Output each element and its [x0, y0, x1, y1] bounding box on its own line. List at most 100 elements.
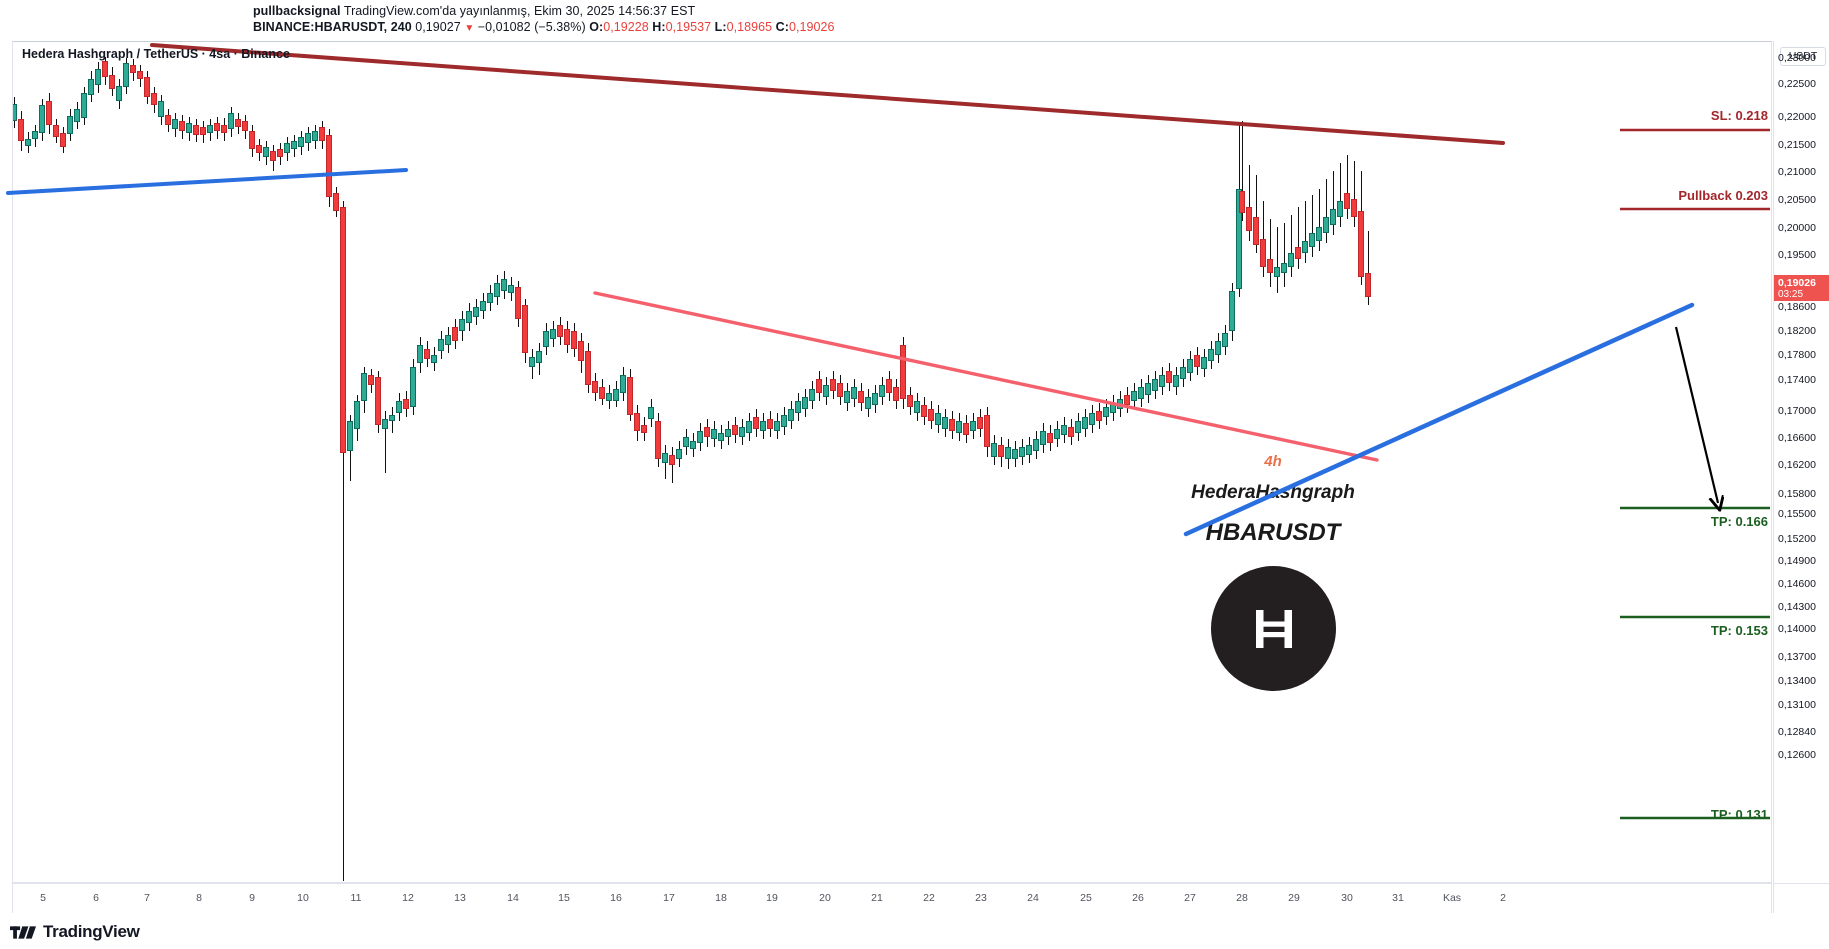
change-percent: (−5.38%): [534, 20, 586, 34]
tradingview-brand: TradingView: [43, 922, 140, 941]
candle-body-up: [158, 101, 164, 117]
candle-body-up: [802, 397, 808, 409]
candle-body-up: [872, 393, 878, 405]
candle-body-up: [788, 409, 794, 421]
candle-body-up: [382, 419, 388, 429]
chart-header: pullbacksignal TradingView.com'da yayınl…: [0, 0, 1829, 37]
symbol-ticker: BINANCE:HBARUSDT,: [253, 20, 388, 34]
candle-body-up: [466, 311, 472, 323]
open-label: O:: [589, 20, 604, 34]
candle-body-dn: [333, 193, 339, 211]
candle-body-dn: [193, 125, 199, 135]
time-axis[interactable]: 5 6 7 8 9 10 11 12 13 14 15 16 17 18 19 20 21 22 23 24 25 26 2…: [12, 883, 1772, 913]
candle-body-up: [305, 133, 311, 143]
candle-body-dn: [998, 445, 1004, 457]
candle-body-up: [760, 421, 766, 431]
candle-body-up: [347, 421, 353, 451]
candle-body-dn: [277, 149, 283, 157]
candle-body-up: [1103, 407, 1109, 417]
candle-body-up: [389, 415, 395, 421]
candle-body-up: [39, 105, 45, 133]
time-tick: 19: [766, 892, 778, 904]
take-profit-1-label: TP: 0.166: [1710, 514, 1768, 529]
current-price-badge: 0,19026 03:25: [1774, 275, 1829, 301]
candle-body-dn: [564, 329, 570, 345]
price-axis[interactable]: USDT 0,23000 0,22500 0,22000 0,21500 0,21000…: [1773, 41, 1829, 883]
time-tick: 12: [402, 892, 414, 904]
price-tick: 0,12840: [1778, 726, 1816, 738]
candle-body-dn: [102, 61, 108, 77]
candle-body-up: [676, 449, 682, 459]
candle-body-up: [1138, 387, 1144, 399]
time-tick: 5: [40, 892, 46, 904]
candle-body-up: [550, 329, 556, 339]
candle-body-dn: [1246, 207, 1252, 231]
candle-body-up: [1323, 217, 1329, 233]
candle-wick: [1340, 163, 1341, 227]
candle-body-dn: [151, 93, 157, 105]
time-tick: 28: [1236, 892, 1248, 904]
candle-body-up: [1302, 241, 1308, 253]
candle-body-dn: [249, 131, 255, 149]
candle-body-up: [956, 421, 962, 433]
candle-body-up: [431, 355, 437, 363]
candle-body-up: [1012, 449, 1018, 459]
time-tick: 6: [93, 892, 99, 904]
candle-wick: [1298, 207, 1299, 269]
time-tick: 30: [1341, 892, 1353, 904]
time-tick: 8: [196, 892, 202, 904]
candle-body-dn: [403, 399, 409, 409]
candle-body-dn: [1365, 273, 1371, 297]
price-tick: 0,15800: [1778, 488, 1816, 500]
low-value: 0,18965: [726, 20, 773, 34]
price-tick: 0,22500: [1778, 78, 1816, 90]
close-label: C:: [775, 20, 789, 34]
price-tick: 0,18200: [1778, 325, 1816, 337]
candle-body-dn: [452, 327, 458, 341]
candle-body-dn: [1194, 355, 1200, 367]
candle-body-up: [795, 401, 801, 413]
candle-body-dn: [515, 287, 521, 319]
candle-wick: [1368, 231, 1369, 305]
candle-body-dn: [585, 351, 591, 385]
price-tick: 0,20500: [1778, 194, 1816, 206]
price-chart-pane[interactable]: Hedera Hashgraph / TetherUS · 4sa · Bina…: [12, 41, 1772, 883]
candle-body-up: [879, 385, 885, 397]
candle-body-up: [116, 86, 122, 101]
candle-body-up: [809, 389, 815, 401]
candle-body-dn: [242, 121, 248, 131]
price-tick: 0,23000: [1778, 52, 1816, 64]
publisher-line: pullbacksignal TradingView.com'da yayınl…: [253, 4, 695, 18]
candle-body-up: [473, 307, 479, 317]
candle-body-up: [746, 421, 752, 433]
candle-body-up: [1288, 253, 1294, 267]
candle-wick: [1312, 195, 1313, 257]
candle-body-dn: [907, 395, 913, 407]
price-tick: 0,22000: [1778, 111, 1816, 123]
candle-body-dn: [522, 305, 528, 353]
candle-body-up: [697, 431, 703, 443]
price-tick: 0,14900: [1778, 555, 1816, 567]
candle-body-dn: [984, 415, 990, 447]
candle-body-up: [32, 131, 38, 139]
candle-body-up: [1330, 209, 1336, 225]
candle-body-dn: [858, 391, 864, 403]
price-tick: 0,18600: [1778, 301, 1816, 313]
candle-body-dn: [165, 115, 171, 125]
candle-body-up: [459, 319, 465, 331]
candle-wick: [1242, 121, 1243, 221]
take-profit-2-label: TP: 0.153: [1710, 623, 1768, 638]
candle-body-dn: [319, 127, 325, 141]
candle-body-dn: [60, 133, 66, 147]
candle-body-up: [1019, 447, 1025, 457]
price-tick: 0,15200: [1778, 533, 1816, 545]
candle-body-up: [1215, 341, 1221, 355]
candle-body-up: [1208, 349, 1214, 361]
candle-body-up: [1152, 379, 1158, 391]
time-tick: 7: [144, 892, 150, 904]
candle-body-dn: [767, 419, 773, 429]
candle-body-dn: [886, 379, 892, 393]
time-tick: 29: [1288, 892, 1300, 904]
candle-body-dn: [1267, 259, 1273, 273]
candle-body-dn: [1351, 199, 1357, 217]
